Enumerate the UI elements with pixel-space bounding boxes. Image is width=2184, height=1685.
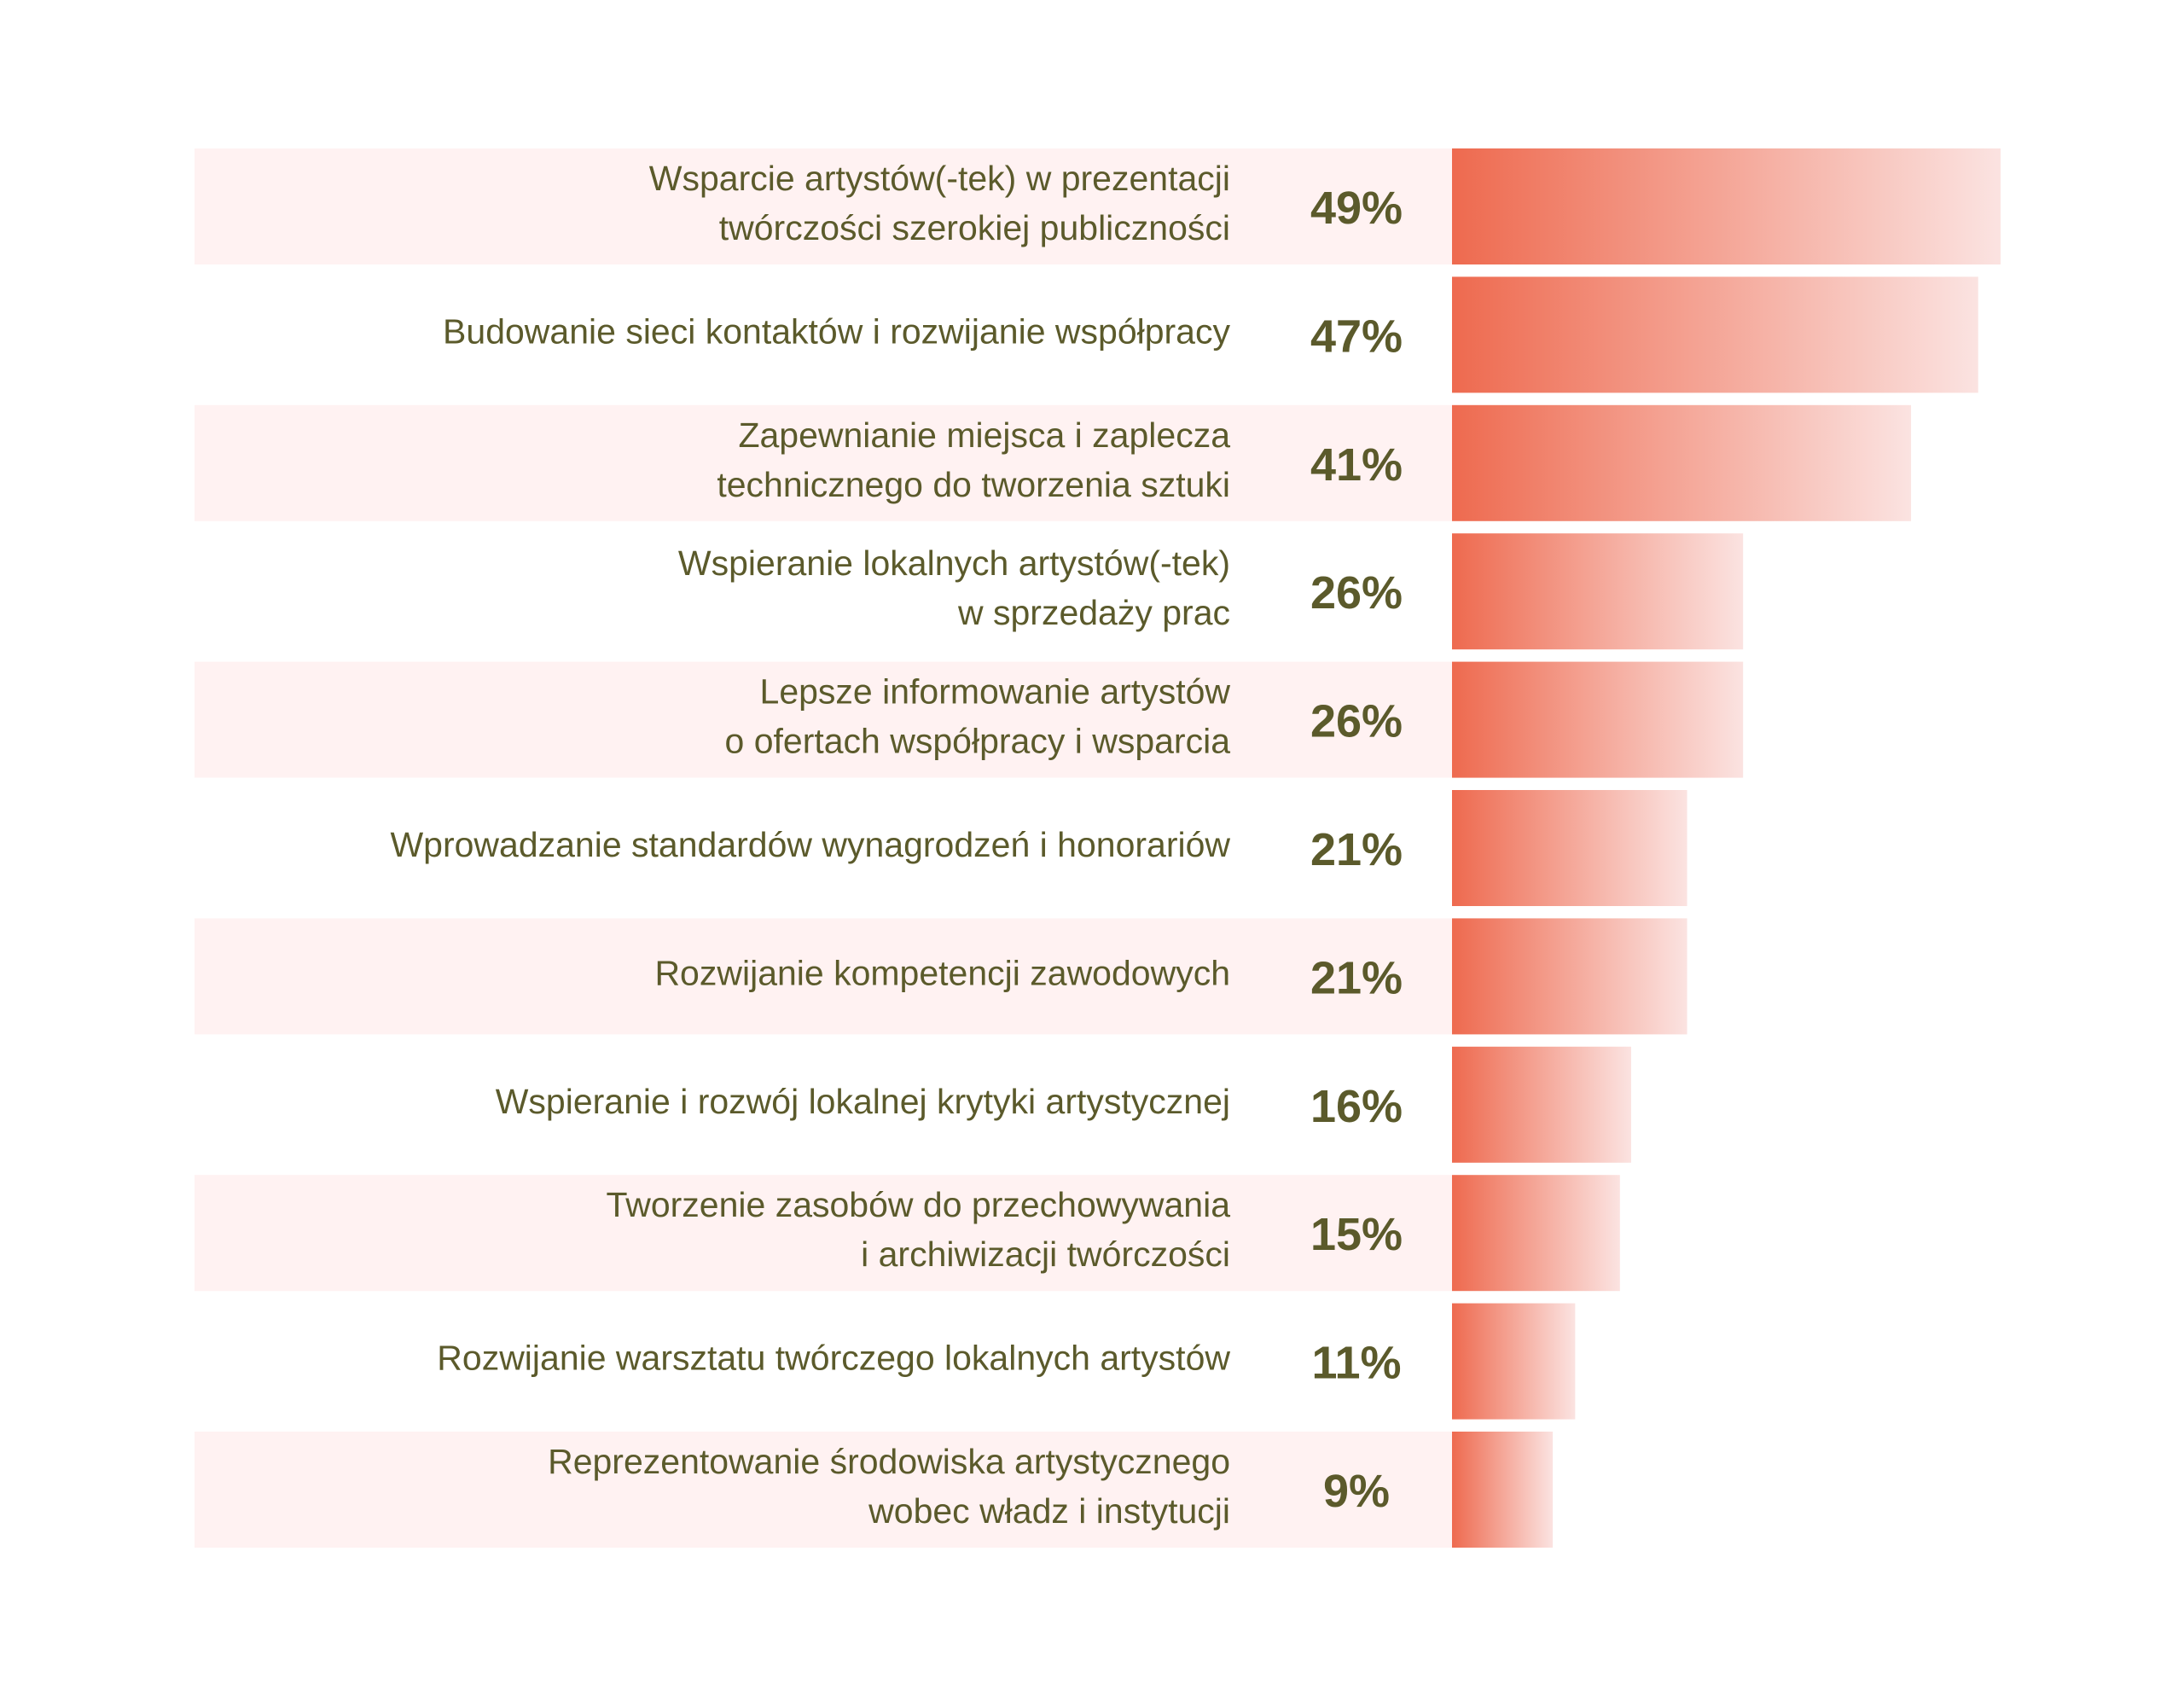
category-label: Rozwijanie kompetencji zawodowych [654, 953, 1230, 992]
row-band [195, 1175, 1452, 1292]
value-label: 47% [1310, 311, 1403, 362]
category-label: Budowanie sieci kontaktów i rozwijanie w… [443, 311, 1230, 351]
category-label: Tworzenie zasobów do przechowywania i arc… [606, 1185, 1230, 1274]
bar [1452, 918, 1687, 1035]
value-label: 15% [1310, 1209, 1403, 1260]
row-band [195, 148, 1452, 264]
value-label: 16% [1310, 1081, 1403, 1132]
value-label: 21% [1310, 824, 1403, 875]
category-label: Wspieranie i rozwój lokalnej krytyki art… [496, 1082, 1230, 1121]
category-label-line: Wsparcie artystów(-tek) w prezentacji [649, 159, 1230, 198]
bar [1452, 790, 1687, 906]
category-label-line: Lepsze informowanie artystów [760, 672, 1231, 712]
value-label: 41% [1310, 439, 1403, 491]
category-label-line: i archiwizacji twórczości [861, 1235, 1230, 1274]
row-band [195, 404, 1452, 521]
category-label: Reprezentowanie środowiska artystycznego… [548, 1442, 1230, 1531]
category-label-line: Wspieranie lokalnych artystów(-tek) [678, 543, 1230, 583]
category-label-line: Wspieranie i rozwój lokalnej krytyki art… [496, 1082, 1230, 1121]
category-label: Rozwijanie warsztatu twórczego lokalnych… [437, 1339, 1230, 1378]
value-label: 11% [1311, 1338, 1401, 1389]
category-label: Wsparcie artystów(-tek) w prezentacji twó… [649, 159, 1230, 247]
category-label-line: Reprezentowanie środowiska artystycznego [548, 1442, 1230, 1481]
category-label-line: Rozwijanie kompetencji zawodowych [654, 953, 1230, 992]
value-label: 21% [1310, 952, 1403, 1003]
category-label: Wprowadzanie standardów wynagrodzeń i ho… [390, 825, 1230, 864]
category-labels: Wsparcie artystów(-tek) w prezentacji twó… [390, 159, 1230, 1531]
row-bands [195, 148, 1452, 1548]
category-label: Lepsze informowanie artystów o ofertach w… [725, 672, 1231, 761]
row-band [195, 1432, 1452, 1548]
bars [1452, 148, 2001, 1548]
category-label-line: twórczości szerokiej publiczności [719, 208, 1230, 247]
value-label: 26% [1310, 696, 1403, 747]
category-label-line: Tworzenie zasobów do przechowywania [606, 1185, 1230, 1224]
bar [1452, 148, 2001, 264]
category-label-line: Budowanie sieci kontaktów i rozwijanie w… [443, 311, 1230, 351]
category-label: Wspieranie lokalnych artystów(-tek) w spr… [678, 543, 1230, 632]
bar [1452, 404, 1912, 521]
category-label-line: technicznego do tworzenia sztuki [717, 465, 1230, 504]
category-label-line: o ofertach współpracy i wsparcia [725, 722, 1231, 761]
category-label-line: Rozwijanie warsztatu twórczego lokalnych… [437, 1339, 1230, 1378]
value-label: 26% [1310, 567, 1403, 619]
bar [1452, 1175, 1620, 1292]
row-band [195, 918, 1452, 1035]
category-label-line: wobec władz i instytucji [868, 1491, 1230, 1531]
category-label-line: Zapewnianie miejsca i zaplecza [738, 415, 1230, 455]
bar [1452, 661, 1744, 778]
value-label: 9% [1323, 1466, 1390, 1517]
bar [1452, 533, 1744, 650]
category-label-line: Wprowadzanie standardów wynagrodzeń i ho… [390, 825, 1230, 864]
bar [1452, 1432, 1554, 1548]
bar [1452, 1046, 1631, 1163]
value-labels: 49% 47% 41% 26% 26% 21% 21% 16% 15% 11% 9% [1310, 183, 1403, 1517]
category-label: Zapewnianie miejsca i zaplecza techniczne… [717, 415, 1230, 504]
value-label: 49% [1310, 183, 1403, 234]
bar [1452, 1303, 1576, 1420]
row-band [195, 661, 1452, 778]
bar [1452, 276, 1978, 393]
category-label-line: w sprzedaży prac [957, 593, 1230, 632]
